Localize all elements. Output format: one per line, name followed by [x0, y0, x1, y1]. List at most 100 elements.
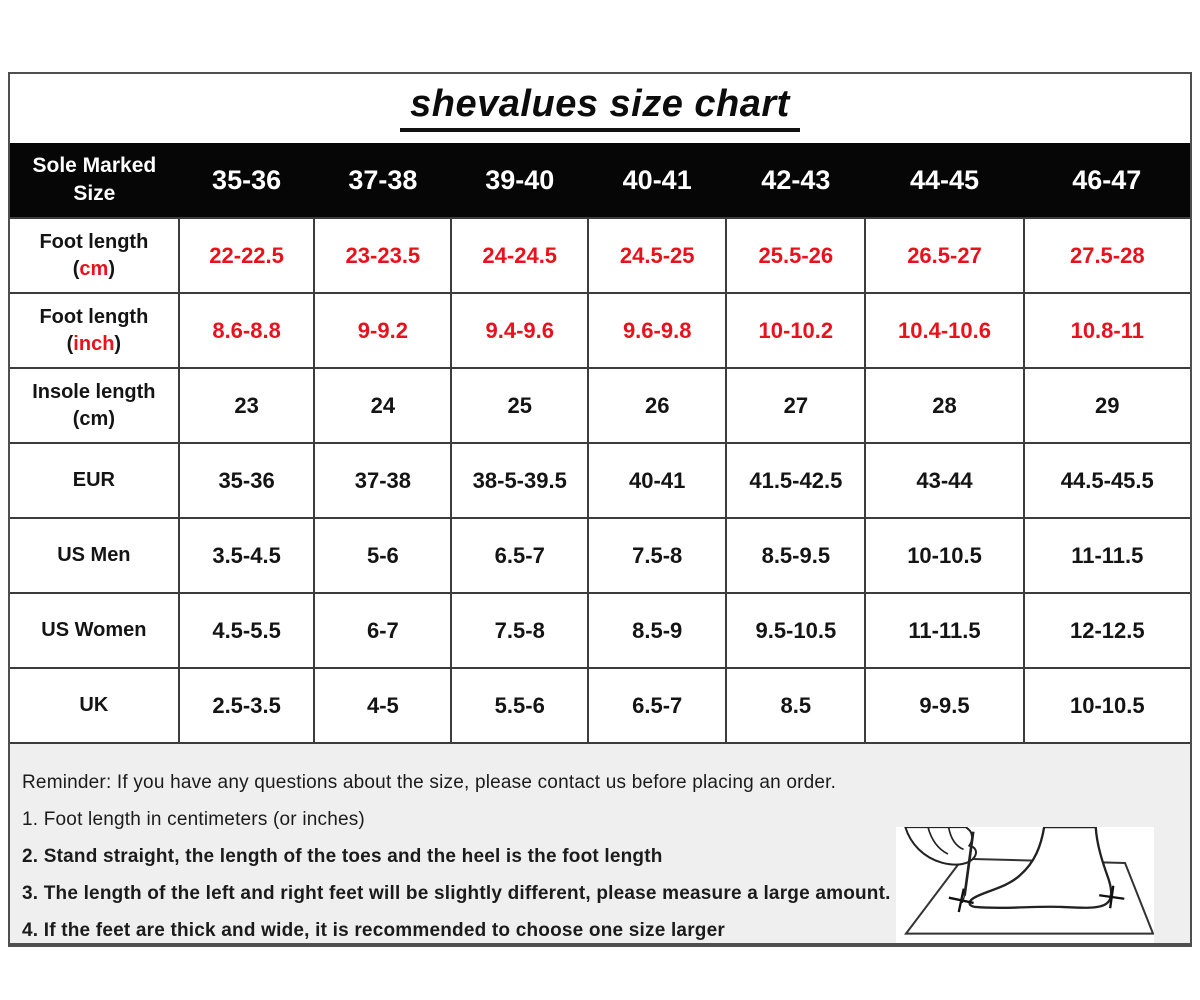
header-size-40-41: 40-41 — [588, 143, 727, 218]
cell-value: 8.5-9 — [587, 592, 728, 669]
table-row-uk: UK 2.5-3.5 4-5 5.5-6 6.5-7 8.5 9-9.5 10-… — [10, 667, 1190, 744]
cell-value: 9.4-9.6 — [450, 292, 590, 369]
cell-value: 27.5-28 — [1022, 217, 1190, 294]
unit-paren-open: ( — [66, 332, 74, 355]
cell-value: 24.5-25 — [587, 217, 728, 294]
header-size-46-47: 46-47 — [1023, 143, 1190, 218]
foot-measure-illustration: Foot length — [896, 827, 1154, 943]
unit-paren-close: ) — [114, 332, 122, 355]
cell-value: 37-38 — [313, 442, 453, 519]
cell-value: 7.5-8 — [587, 517, 728, 594]
header-sole-marked-size: Sole Marked Size — [10, 143, 179, 218]
row-label-text: Foot length — [39, 230, 149, 253]
row-label-text: Foot length — [39, 305, 149, 328]
cell-value: 22-22.5 — [177, 217, 316, 294]
header-size-39-40: 39-40 — [451, 143, 589, 218]
header-size-42-43: 42-43 — [726, 143, 866, 218]
header-size-44-45: 44-45 — [865, 143, 1024, 218]
note-reminder: Reminder: If you have any questions abou… — [22, 772, 837, 793]
cell-value: 26 — [587, 367, 728, 444]
page-title: shevalues size chart — [400, 84, 800, 132]
cell-value: 40-41 — [587, 442, 728, 519]
table-row-foot-length-cm: Foot length (cm) 22-22.5 23-23.5 24-24.5… — [10, 217, 1190, 294]
heel-mark — [1099, 885, 1125, 909]
illustration-caption: Foot length — [896, 939, 1154, 943]
row-label-uk: UK — [10, 667, 180, 744]
cell-value: 4.5-5.5 — [177, 592, 316, 669]
cell-value: 9.5-10.5 — [725, 592, 867, 669]
finger-line — [947, 827, 964, 851]
unit-paren-close: ) — [108, 407, 115, 430]
table-row-foot-length-inch: Foot length (inch) 8.6-8.8 9-9.2 9.4-9.6… — [10, 292, 1190, 369]
cell-value: 6-7 — [313, 592, 453, 669]
row-label-unit: (cm) — [11, 406, 177, 433]
unit-paren-close: ) — [108, 257, 115, 280]
header-row: Sole Marked Size 35-36 37-38 39-40 40-41… — [10, 143, 1190, 218]
cell-value: 9-9.5 — [864, 667, 1025, 744]
cell-value: 24-24.5 — [450, 217, 590, 294]
cell-value: 27 — [725, 367, 867, 444]
toe-mark — [948, 888, 974, 913]
cell-value: 38-5-39.5 — [450, 442, 590, 519]
foot-measure-drawing — [903, 827, 1154, 935]
cell-value: 9.6-9.8 — [587, 292, 728, 369]
cell-value: 23-23.5 — [313, 217, 453, 294]
pen — [963, 831, 975, 896]
size-chart-panel: shevalues size chart Sole Marked Size 35… — [8, 72, 1192, 947]
cell-value: 41.5-42.5 — [725, 442, 867, 519]
unit-paren-open: ( — [72, 257, 80, 280]
cell-value: 35-36 — [177, 442, 316, 519]
row-label-unit: (inch) — [11, 331, 177, 358]
header-size-37-38: 37-38 — [314, 143, 452, 218]
cell-value: 6.5-7 — [587, 667, 728, 744]
title-row: shevalues size chart — [10, 74, 1190, 143]
table-row-us-men: US Men 3.5-4.5 5-6 6.5-7 7.5-8 8.5-9.5 1… — [10, 517, 1190, 594]
note-item-2: 2. Stand straight, the length of the toe… — [22, 845, 663, 867]
foot-outline — [968, 827, 1113, 910]
cell-value: 10-10.5 — [864, 517, 1025, 594]
unit-paren-open: ( — [72, 407, 80, 430]
cell-value: 25.5-26 — [725, 217, 867, 294]
row-label-text: Insole length — [32, 380, 156, 403]
table-row-us-women: US Women 4.5-5.5 6-7 7.5-8 8.5-9 9.5-10.… — [10, 592, 1190, 669]
cell-value: 9-9.2 — [313, 292, 453, 369]
cell-value: 24 — [313, 367, 453, 444]
cell-value: 10.4-10.6 — [864, 292, 1025, 369]
cell-value: 26.5-27 — [864, 217, 1025, 294]
row-label-unit: (cm) — [11, 256, 177, 283]
cell-value: 8.5-9.5 — [725, 517, 867, 594]
cell-value: 29 — [1022, 367, 1190, 444]
cell-value: 43-44 — [864, 442, 1025, 519]
cell-value: 23 — [177, 367, 316, 444]
cell-value: 10-10.2 — [725, 292, 867, 369]
row-label-foot-length-cm: Foot length (cm) — [10, 217, 180, 294]
note-item-4: 4. If the feet are thick and wide, it is… — [22, 919, 725, 941]
row-label-insole-length: Insole length (cm) — [10, 367, 180, 444]
cell-value: 10.8-11 — [1022, 292, 1190, 369]
cell-value: 7.5-8 — [450, 592, 590, 669]
header-sole-marked: Sole Marked — [32, 153, 157, 177]
header-size: Size — [73, 182, 116, 205]
cell-value: 8.5 — [725, 667, 867, 744]
table-row-insole-length: Insole length (cm) 23 24 25 26 27 28 29 — [10, 367, 1190, 444]
row-label-us-women: US Women — [10, 592, 180, 669]
cell-value: 12-12.5 — [1022, 592, 1190, 669]
notes-section: Reminder: If you have any questions abou… — [10, 744, 1190, 943]
cell-value: 5.5-6 — [450, 667, 590, 744]
size-table: Sole Marked Size 35-36 37-38 39-40 40-41… — [10, 143, 1190, 744]
row-label-foot-length-inch: Foot length (inch) — [10, 292, 180, 369]
hand-outline — [904, 827, 977, 866]
finger-line — [927, 827, 949, 855]
cell-value: 6.5-7 — [450, 517, 590, 594]
cell-value: 44.5-45.5 — [1022, 442, 1190, 519]
cell-value: 3.5-4.5 — [177, 517, 316, 594]
cell-value: 28 — [864, 367, 1025, 444]
cell-value: 4-5 — [313, 667, 453, 744]
header-size-35-36: 35-36 — [178, 143, 315, 218]
note-item-3: 3. The length of the left and right feet… — [22, 882, 891, 904]
cell-value: 8.6-8.8 — [177, 292, 316, 369]
cell-value: 11-11.5 — [864, 592, 1025, 669]
unit-cm: cm — [79, 257, 109, 280]
cell-value: 11-11.5 — [1022, 517, 1190, 594]
cell-value: 25 — [450, 367, 590, 444]
